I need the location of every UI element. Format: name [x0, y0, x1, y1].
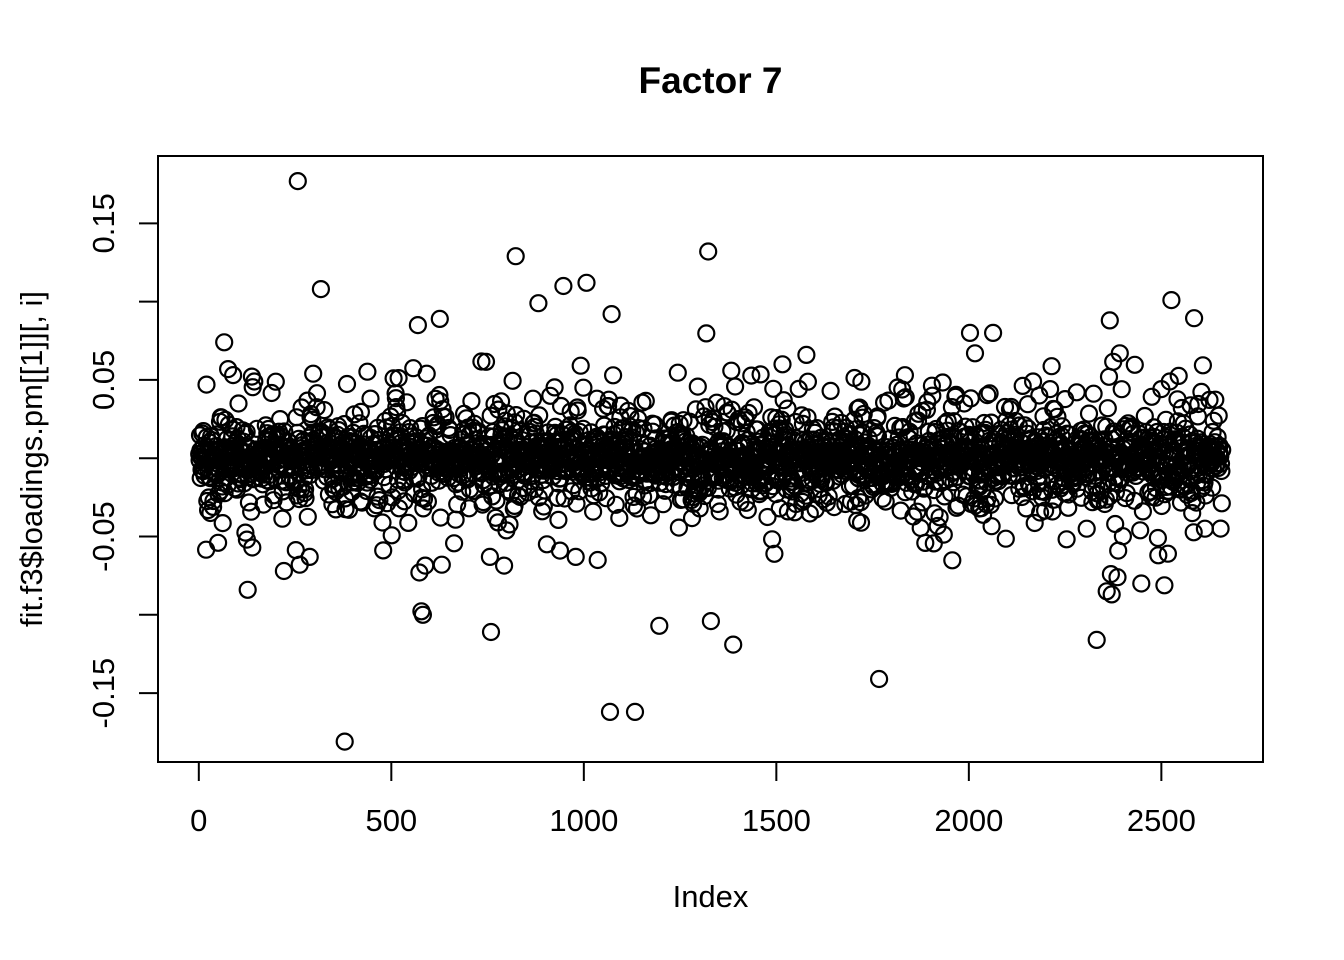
x-tick-label: 500	[365, 803, 417, 838]
x-tick-label: 1000	[549, 803, 618, 838]
x-tick-label: 2500	[1127, 803, 1196, 838]
y-tick-labels: 0.15 0.05 -0.05 -0.15	[86, 193, 121, 728]
x-tick-label: 0	[190, 803, 207, 838]
x-tick-label: 2000	[934, 803, 1003, 838]
x-tick-labels: 0 500 1000 1500 2000 2500	[190, 803, 1196, 838]
x-axis-label: Index	[672, 879, 749, 914]
x-tick-label: 1500	[742, 803, 811, 838]
chart-title: Factor 7	[638, 60, 783, 101]
y-tick-label: -0.15	[86, 658, 121, 729]
y-tick-label: 0.05	[86, 350, 121, 410]
data-points	[190, 172, 1232, 751]
y-tick-label: -0.05	[86, 501, 121, 572]
x-axis-ticks	[197, 762, 1163, 781]
y-tick-label: 0.15	[86, 193, 121, 253]
y-axis-ticks	[139, 222, 158, 695]
